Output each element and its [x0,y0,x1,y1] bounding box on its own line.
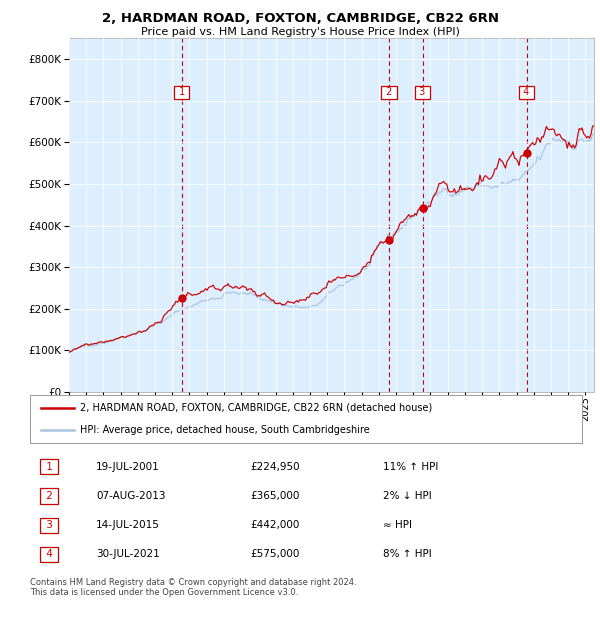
Text: 14-JUL-2015: 14-JUL-2015 [96,520,160,530]
Text: 2: 2 [383,87,395,97]
Text: £365,000: £365,000 [251,491,300,501]
Text: This data is licensed under the Open Government Licence v3.0.: This data is licensed under the Open Gov… [30,588,298,597]
Text: 3: 3 [416,87,429,97]
Text: 2, HARDMAN ROAD, FOXTON, CAMBRIDGE, CB22 6RN: 2, HARDMAN ROAD, FOXTON, CAMBRIDGE, CB22… [101,12,499,25]
Text: 2, HARDMAN ROAD, FOXTON, CAMBRIDGE, CB22 6RN (detached house): 2, HARDMAN ROAD, FOXTON, CAMBRIDGE, CB22… [80,403,432,413]
Text: 2% ↓ HPI: 2% ↓ HPI [383,491,432,501]
Text: HPI: Average price, detached house, South Cambridgeshire: HPI: Average price, detached house, Sout… [80,425,370,435]
Text: 1: 1 [43,462,56,472]
Text: Contains HM Land Registry data © Crown copyright and database right 2024.: Contains HM Land Registry data © Crown c… [30,578,356,587]
Text: 07-AUG-2013: 07-AUG-2013 [96,491,166,501]
Text: Price paid vs. HM Land Registry's House Price Index (HPI): Price paid vs. HM Land Registry's House … [140,27,460,37]
Text: 8% ↑ HPI: 8% ↑ HPI [383,549,432,559]
Text: 4: 4 [520,87,533,97]
Text: 4: 4 [43,549,56,559]
Text: ≈ HPI: ≈ HPI [383,520,412,530]
Text: 2: 2 [43,491,56,501]
Text: £442,000: £442,000 [251,520,300,530]
Text: 11% ↑ HPI: 11% ↑ HPI [383,462,439,472]
Text: 1: 1 [176,87,188,97]
Text: £575,000: £575,000 [251,549,300,559]
Text: 3: 3 [43,520,56,530]
Text: £224,950: £224,950 [251,462,301,472]
Text: 30-JUL-2021: 30-JUL-2021 [96,549,160,559]
Text: 19-JUL-2001: 19-JUL-2001 [96,462,160,472]
